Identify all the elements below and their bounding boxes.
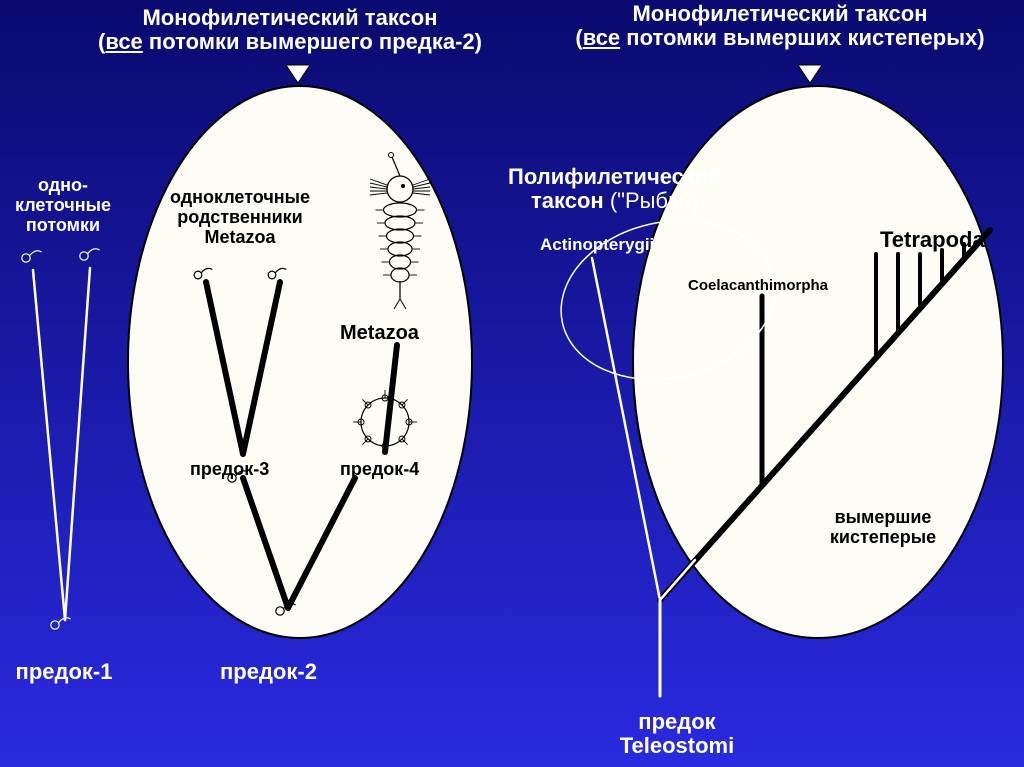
label-coelacanthimorpha: Coelacanthimorpha (688, 278, 828, 295)
label-ancestor-teleostomi: предокTeleostomi (602, 710, 752, 758)
label-unicell-relatives: одноклеточныеродственникиMetazoa (150, 188, 330, 247)
header-right-line1: Монофилетический таксон (632, 1, 927, 26)
header-left-line1: Монофилетический таксон (142, 5, 437, 30)
header-left-line2: (все потомки вымершего предка-2) (98, 29, 482, 54)
label-ancestor-1: предок-1 (4, 660, 124, 684)
header-right-line2: (все потомки вымерших кистеперых) (575, 25, 984, 50)
label-unicellular-descendants: одно-клеточныепотомки (4, 176, 122, 235)
label-extinct-lobefin: вымершиекистеперые (808, 508, 958, 548)
label-tetrapoda: Tetrapoda (880, 228, 985, 252)
header-right: Монофилетический таксон(все потомки выме… (535, 2, 1024, 50)
label-actinopterygii: Actinopterygii (540, 236, 654, 255)
polyphyletic-label: Полифилетическийтаксон ("Рыбы") (495, 165, 735, 213)
label-ancestor-4: предок-4 (340, 460, 419, 480)
label-ancestor-3: предок-3 (190, 460, 269, 480)
diagram-svg (0, 0, 1024, 767)
label-ancestor-2: предок-2 (220, 660, 317, 684)
label-metazoa: Metazoa (340, 322, 419, 344)
header-left: Монофилетический таксон(все потомки выме… (90, 6, 490, 54)
